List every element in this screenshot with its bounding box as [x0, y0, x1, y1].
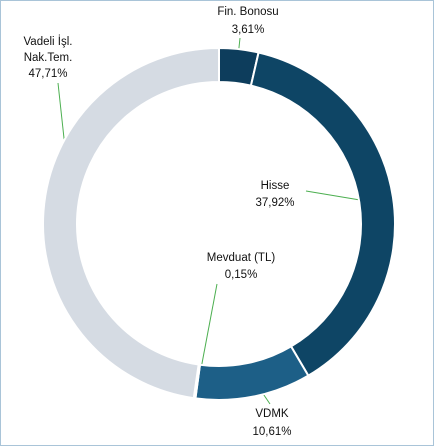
slice-value-label: 47,71% — [28, 68, 67, 80]
slice-label: Fin. Bonosu — [217, 6, 278, 18]
slice-label: Vadeli İşl. Nak.Tem. — [23, 35, 72, 64]
leader-line — [199, 283, 218, 375]
slice-label: VDMK — [255, 408, 289, 420]
slice-value-label: 3,61% — [232, 24, 265, 36]
slice-label: Mevduat (TL) — [207, 252, 276, 264]
slice-value-label: 37,92% — [255, 197, 294, 209]
slice-value-label: 0,15% — [225, 269, 258, 281]
slice-value-label: 10,61% — [252, 426, 291, 438]
donut-slice — [42, 46, 220, 400]
slice-label: Hisse — [261, 180, 290, 192]
leader-line — [305, 190, 367, 202]
